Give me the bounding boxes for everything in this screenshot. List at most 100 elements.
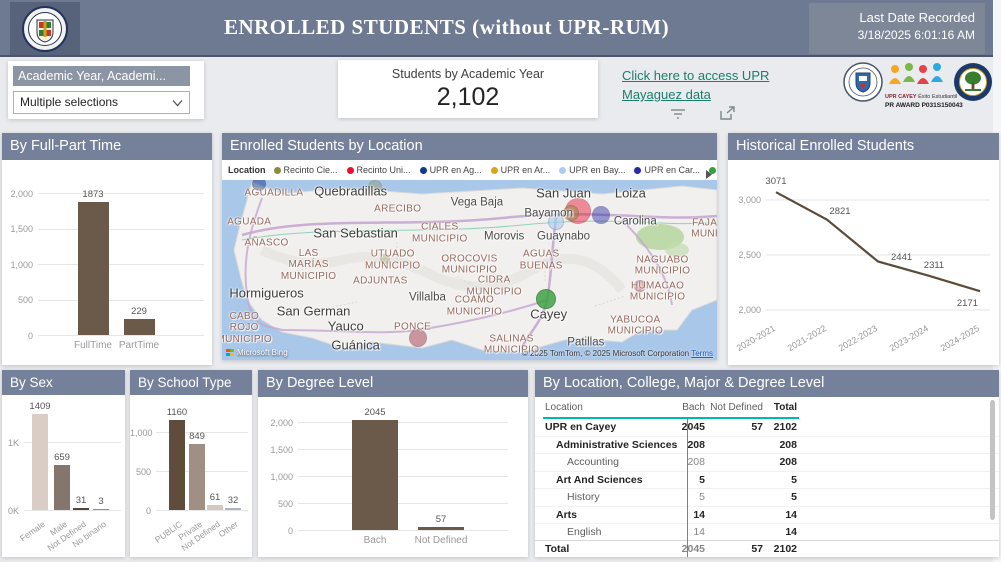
y-axis-tick: 1,000 [270,471,293,482]
legend-item[interactable]: UPR en Bay... [559,165,625,175]
bar-value-label: 849 [189,430,205,442]
legend-label: UPR en Ag... [429,165,482,175]
y-axis-tick: 0 [145,505,151,516]
bar-Private[interactable] [189,443,205,510]
x-axis-label: FullTime [74,340,112,351]
svg-text:2311: 2311 [924,260,944,271]
svg-text:2821: 2821 [829,206,850,217]
table-row[interactable]: Accounting 208 208 [535,454,999,472]
table-total-row: Total 2045 57 2102 [535,540,999,557]
cell-location: History [567,491,600,503]
legend-dot-icon [346,166,354,174]
col-not-defined[interactable]: Not Defined [710,402,763,413]
bar-No binario[interactable] [93,509,109,510]
legend-item[interactable]: Recinto Uni... [346,165,411,175]
legend-dot-icon [273,166,281,174]
exito-text: Éxito Estudiantil [918,94,958,100]
cell-bach: 5 [699,473,705,486]
table-row[interactable]: UPR en Cayey 2045 57 2102 [535,419,999,437]
gridline [298,422,508,423]
bar-value-label: 57 [435,513,447,525]
table-row[interactable]: Art And Sciences 5 5 [535,472,999,489]
attribution-text: © 2025 TomTom, © 2025 Microsoft Corporat… [521,349,690,358]
cell-bach: 5 [699,491,705,503]
filter-icon[interactable] [670,106,686,125]
bar-Male[interactable] [54,465,70,510]
map-bubble[interactable] [536,288,557,309]
legend-item[interactable]: UPR en Car... [634,165,700,175]
bar-PartTime[interactable] [123,318,155,335]
map-legend: Location Recinto Cie... Recinto Uni... UPR… [222,160,717,180]
panel-title: By School Type [130,370,252,395]
exito-people-icon [889,63,943,84]
col-bach[interactable]: Bach [682,402,705,413]
cell-location: Administrative Sciences [556,438,678,451]
visual-header-icons [664,106,744,126]
bar-Not Defined[interactable] [73,507,89,510]
academic-year-dropdown[interactable]: Multiple selections [13,91,190,114]
y-axis-tick: 1,000 [10,259,33,270]
svg-text:2021-2022: 2021-2022 [786,323,828,353]
panel-title: By Location, College, Major & Degree Lev… [535,370,999,397]
legend-item[interactable]: Recinto Cie... [273,165,338,175]
focus-mode-icon[interactable] [720,106,736,126]
y-axis-tick: 1,000 [130,427,153,438]
table-body: UPR en Cayey 2045 57 2102 Administrative Sci… [535,419,999,540]
cell-location: Accounting [567,456,619,468]
cell-total: 14 [785,526,797,538]
map-bubble[interactable] [548,214,565,231]
legend-item[interactable]: UPR en Ag... [419,165,482,175]
location-map-panel: Enrolled Students by Location Location R… [222,133,717,360]
y-axis-tick: 0K [7,505,19,516]
bar-PUBLIC[interactable] [169,419,185,510]
full-part-time-panel: By Full-Part Time 0 500 1,000 1,500 2,000 187… [2,133,212,365]
cell-not-defined: 57 [751,421,763,433]
kpi-title: Students by Academic Year [391,67,545,81]
legend-item[interactable]: UPR en Ca... [709,165,717,175]
panel-title: By Degree Level [258,370,528,397]
table-row[interactable]: History 5 5 [535,489,999,507]
bar-Other[interactable] [225,507,241,510]
map-bubble[interactable] [408,329,427,348]
map-bubble[interactable] [591,206,610,225]
bar-Female[interactable] [32,414,48,510]
bar-value-label: 61 [209,492,221,504]
col-total[interactable]: Total [773,402,797,413]
cell-location: Arts [556,508,578,521]
by-sex-panel: By Sex 0K 1K 1409 Female 659 Male 31 Not Define… [2,370,125,557]
bing-label: Microsoft Bing [237,348,288,357]
link-line-1: Click here to access UPR [622,68,770,83]
map-bubble[interactable] [562,205,579,222]
table-row[interactable]: Administrative Sciences 208 208 [535,437,999,454]
table-row[interactable]: Arts 14 14 [535,507,999,524]
bar-value-label: 229 [131,305,147,317]
mayaguez-data-link[interactable]: Click here to access UPR Mayaguez data [622,66,782,104]
cell-location: Art And Sciences [556,473,643,486]
map-bubble[interactable] [252,180,267,191]
legend-label: UPR en Car... [644,165,701,175]
bar-Bach[interactable] [352,419,398,530]
y-axis-tick: 500 [17,295,33,305]
y-axis-tick: 1,500 [10,224,33,234]
map-bubble[interactable] [380,254,391,265]
legend-label: UPR en Ar... [500,165,551,175]
academic-year-slicer: Academic Year, Academi... Multiple selec… [8,61,204,119]
bar-FullTime[interactable] [77,202,109,335]
gridline [38,228,204,230]
bar-Not Defined[interactable] [418,526,464,530]
svg-text:2020-2021: 2020-2021 [735,323,777,353]
bar-value-label: 3 [98,496,104,507]
legend-next-arrow-icon[interactable] [705,166,712,184]
bing-map[interactable]: © 2025 TomTom, © 2025 Microsoft Corporat… [222,180,717,360]
terms-link[interactable]: Terms [691,349,713,358]
svg-text:2,500: 2,500 [738,250,761,260]
legend-item[interactable]: UPR en Ar... [490,165,551,175]
table-scrollbar[interactable] [990,400,995,520]
map-bubble[interactable] [634,280,647,293]
col-location[interactable]: Location [545,402,583,413]
bar-Not Defined[interactable] [207,505,223,510]
legend-dot-icon [634,166,642,174]
map-bubble[interactable] [368,180,383,195]
table-row[interactable]: English 14 14 [535,524,999,540]
